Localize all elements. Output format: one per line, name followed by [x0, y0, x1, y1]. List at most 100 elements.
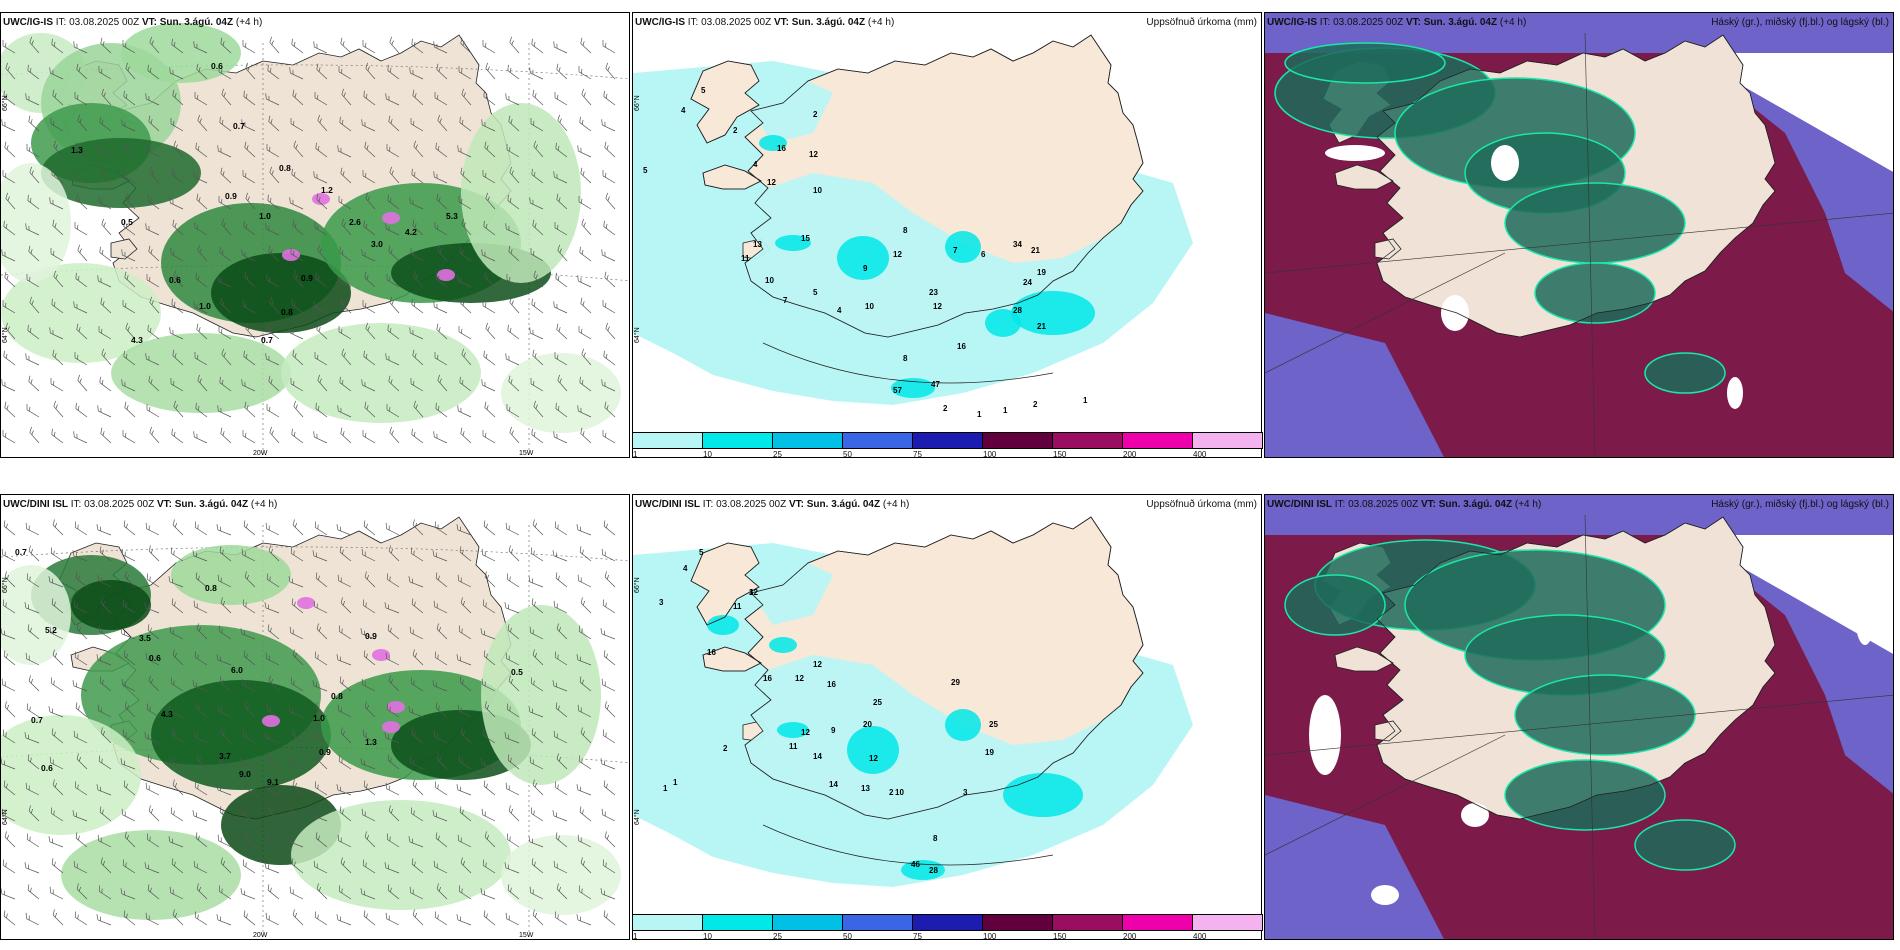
precip-value-label: 19 — [985, 748, 994, 757]
wind-barb — [170, 247, 184, 262]
wind-barb — [339, 376, 352, 392]
wind-barb — [289, 886, 304, 900]
wind-barb — [292, 89, 304, 106]
legend-swatch — [982, 432, 1053, 449]
wind-barb — [386, 573, 400, 588]
panel-variable: Uppsöfnuð úrkoma (mm) — [1146, 499, 1257, 510]
wind-barb — [100, 857, 112, 874]
wind-barb — [173, 270, 184, 288]
wind-barb — [460, 167, 472, 184]
wind-barb — [28, 675, 40, 692]
wind-barb — [51, 38, 64, 54]
wind-barb — [124, 271, 136, 288]
clear-area — [1309, 695, 1341, 775]
wind-barb — [361, 678, 376, 692]
wind-barb — [437, 114, 448, 132]
wind-barb — [604, 831, 616, 848]
wind-barb — [268, 805, 280, 822]
wind-barb — [388, 675, 400, 692]
precip-value-label: 57 — [893, 386, 902, 395]
wind-barb — [268, 245, 280, 262]
wind-barb — [363, 90, 376, 106]
wind-barb — [121, 808, 136, 822]
wind-barb — [267, 884, 280, 900]
wind-barb — [459, 806, 472, 822]
legend-swatch — [702, 914, 773, 931]
wind-barb — [27, 624, 40, 640]
wind-barb — [1, 249, 16, 262]
wind-barb — [291, 598, 304, 614]
value-label: 5.3 — [446, 211, 458, 221]
wind-barb — [268, 375, 280, 392]
wind-barb — [600, 758, 616, 770]
wind-barb — [1, 628, 16, 640]
wind-barb — [25, 223, 40, 236]
panel-title: UWC/IG-IS IT: 03.08.2025 00Z VT: Sun. 3.… — [1267, 17, 1527, 28]
wind-barb — [338, 885, 352, 900]
wind-barb — [291, 858, 304, 874]
wind-barb — [600, 888, 616, 900]
legend-swatch — [1122, 914, 1193, 931]
wind-barb — [460, 427, 472, 444]
precip-area-moderate — [1011, 291, 1095, 335]
wind-barb — [98, 625, 112, 640]
precip-value-label: 12 — [749, 588, 758, 597]
precip-value-label: 21 — [1031, 246, 1040, 255]
precip-value-label: 2 — [733, 126, 738, 135]
wind-barb — [484, 831, 496, 848]
legend-label: 25 — [773, 450, 782, 459]
wind-barb — [530, 677, 544, 692]
wind-barb — [577, 145, 592, 158]
wind-barb — [241, 119, 256, 132]
wind-barb — [504, 602, 520, 614]
wind-barb — [531, 428, 544, 444]
panel-ig-precip: UWC/IG-IS IT: 03.08.2025 00Z VT: Sun. 3.… — [632, 12, 1262, 458]
wind-barb — [432, 550, 448, 562]
legend-swatch — [1192, 914, 1263, 931]
wind-barb — [52, 219, 64, 236]
wind-barb — [601, 548, 616, 562]
wind-barb — [242, 169, 256, 184]
wind-barb — [481, 379, 496, 392]
precip-value-label: 8 — [903, 226, 908, 235]
wind-barb — [50, 547, 64, 562]
wind-barb — [148, 675, 160, 692]
wind-barb — [121, 119, 136, 132]
wind-barb — [364, 831, 376, 848]
wind-barb — [149, 36, 160, 54]
wind-barb — [532, 89, 544, 106]
wind-barb — [339, 676, 352, 692]
wind-barb — [52, 649, 64, 666]
wind-barb — [387, 884, 400, 900]
wind-barb — [27, 194, 40, 210]
wind-barb — [555, 572, 568, 588]
wind-barb — [99, 676, 112, 692]
wind-barb — [601, 249, 616, 262]
precip-value-label: 1 — [1083, 396, 1088, 405]
wind-barb — [411, 598, 424, 614]
wind-barb — [456, 914, 472, 926]
contour-line — [762, 342, 1054, 384]
precip-value-label: 10 — [895, 788, 904, 797]
wind-barb — [461, 348, 472, 366]
wind-barb — [291, 168, 304, 184]
wind-barb — [410, 547, 424, 562]
wind-barb — [338, 65, 352, 80]
precip-area-land — [745, 655, 1103, 819]
precip-value-label: 2 — [1033, 400, 1038, 409]
wind-barb — [290, 247, 304, 262]
wind-barb — [410, 247, 424, 262]
wind-barb — [196, 193, 208, 210]
wind-barb — [75, 272, 88, 288]
wind-barb — [384, 602, 400, 614]
wind-barb — [194, 351, 208, 366]
precip-value-label: 12 — [933, 302, 942, 311]
wind-barb — [1, 758, 16, 770]
wind-barb — [172, 219, 184, 236]
wind-barb — [336, 654, 352, 666]
wind-barb — [458, 195, 472, 210]
wind-barb — [170, 807, 184, 822]
value-label: 1.0 — [199, 301, 211, 311]
wind-barb — [293, 270, 304, 288]
wind-barb — [338, 325, 352, 340]
